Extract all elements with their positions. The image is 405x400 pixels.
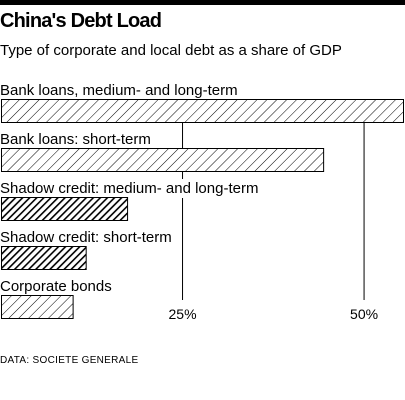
source-note: DATA: SOCIETE GENERALE <box>0 355 139 366</box>
category-label: Corporate bonds <box>0 278 112 295</box>
category-label: Bank loans, medium- and long-term <box>0 82 238 99</box>
bar <box>1 99 404 123</box>
bar <box>1 246 87 270</box>
bar <box>1 295 74 319</box>
label-background <box>0 277 116 296</box>
tick-label-50: 50% <box>350 306 378 322</box>
category-label: Shadow credit: medium- and long-term <box>0 180 258 197</box>
category-label: Bank loans: short-term <box>0 131 151 148</box>
label-background <box>0 228 176 247</box>
category-label: Shadow credit: short-term <box>0 229 172 246</box>
bar <box>1 197 129 221</box>
label-background <box>0 81 242 100</box>
label-background <box>0 179 263 198</box>
chart-subtitle: Type of corporate and local debt as a sh… <box>0 42 342 59</box>
top-rule <box>0 0 405 5</box>
label-background <box>0 130 155 149</box>
chart-title: China's Debt Load <box>0 10 162 32</box>
bar <box>1 148 325 172</box>
bar-chart: 25% 50% Bank loans, medium- and long-term B… <box>0 81 404 322</box>
tick-label-25: 25% <box>169 306 197 322</box>
